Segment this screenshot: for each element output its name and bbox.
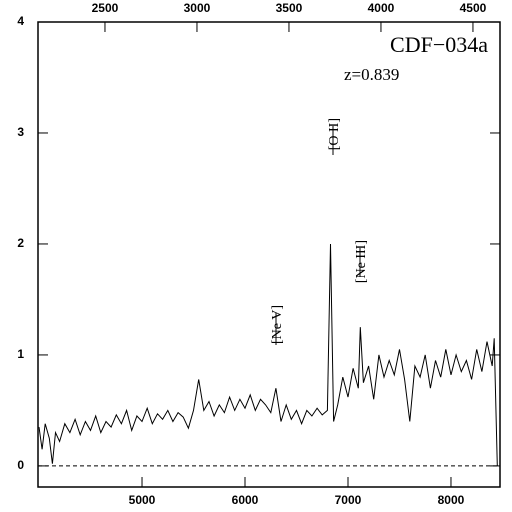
y-tick-label: 0 (17, 458, 24, 472)
y-tick-label: 3 (17, 125, 24, 139)
plot-frame (37, 21, 501, 488)
y-tick-label: 1 (17, 347, 24, 361)
x2-tick-label: 2500 (92, 1, 119, 15)
x-tick-label: 6000 (232, 493, 259, 507)
x2-tick-label: 4500 (460, 1, 487, 15)
redshift: z=0.839 (344, 65, 399, 84)
y-tick-label: 4 (17, 14, 24, 28)
spectrum-line (38, 243, 498, 466)
x2-tick-label: 3500 (276, 1, 303, 15)
x-tick-label: 8000 (438, 493, 465, 507)
line-label: [O II] (327, 118, 342, 150)
line-label: [Ne III] (354, 240, 369, 283)
x-tick-label: 7000 (335, 493, 362, 507)
x2-tick-label: 3000 (184, 1, 211, 15)
y-tick-label: 2 (17, 236, 24, 250)
line-label: [Ne V] (270, 305, 285, 344)
object-name: CDF−034a (390, 32, 488, 57)
x-tick-label: 5000 (129, 493, 156, 507)
x2-tick-label: 4000 (368, 1, 395, 15)
